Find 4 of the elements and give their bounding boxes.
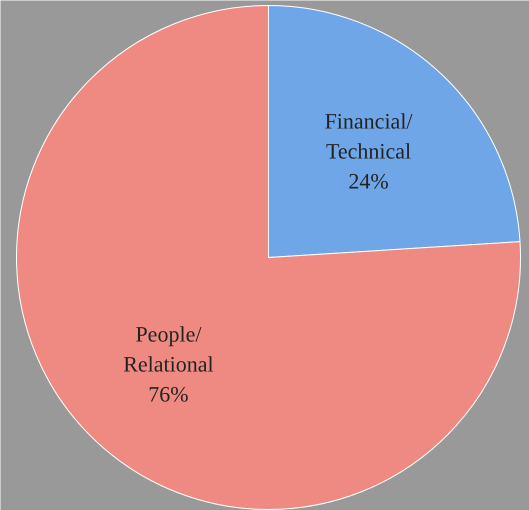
slice-label: Financial/Technical [324, 108, 414, 164]
data-label: 76% [148, 382, 189, 407]
slice-label: People/Relational [123, 322, 214, 377]
data-label: 24% [348, 168, 389, 194]
